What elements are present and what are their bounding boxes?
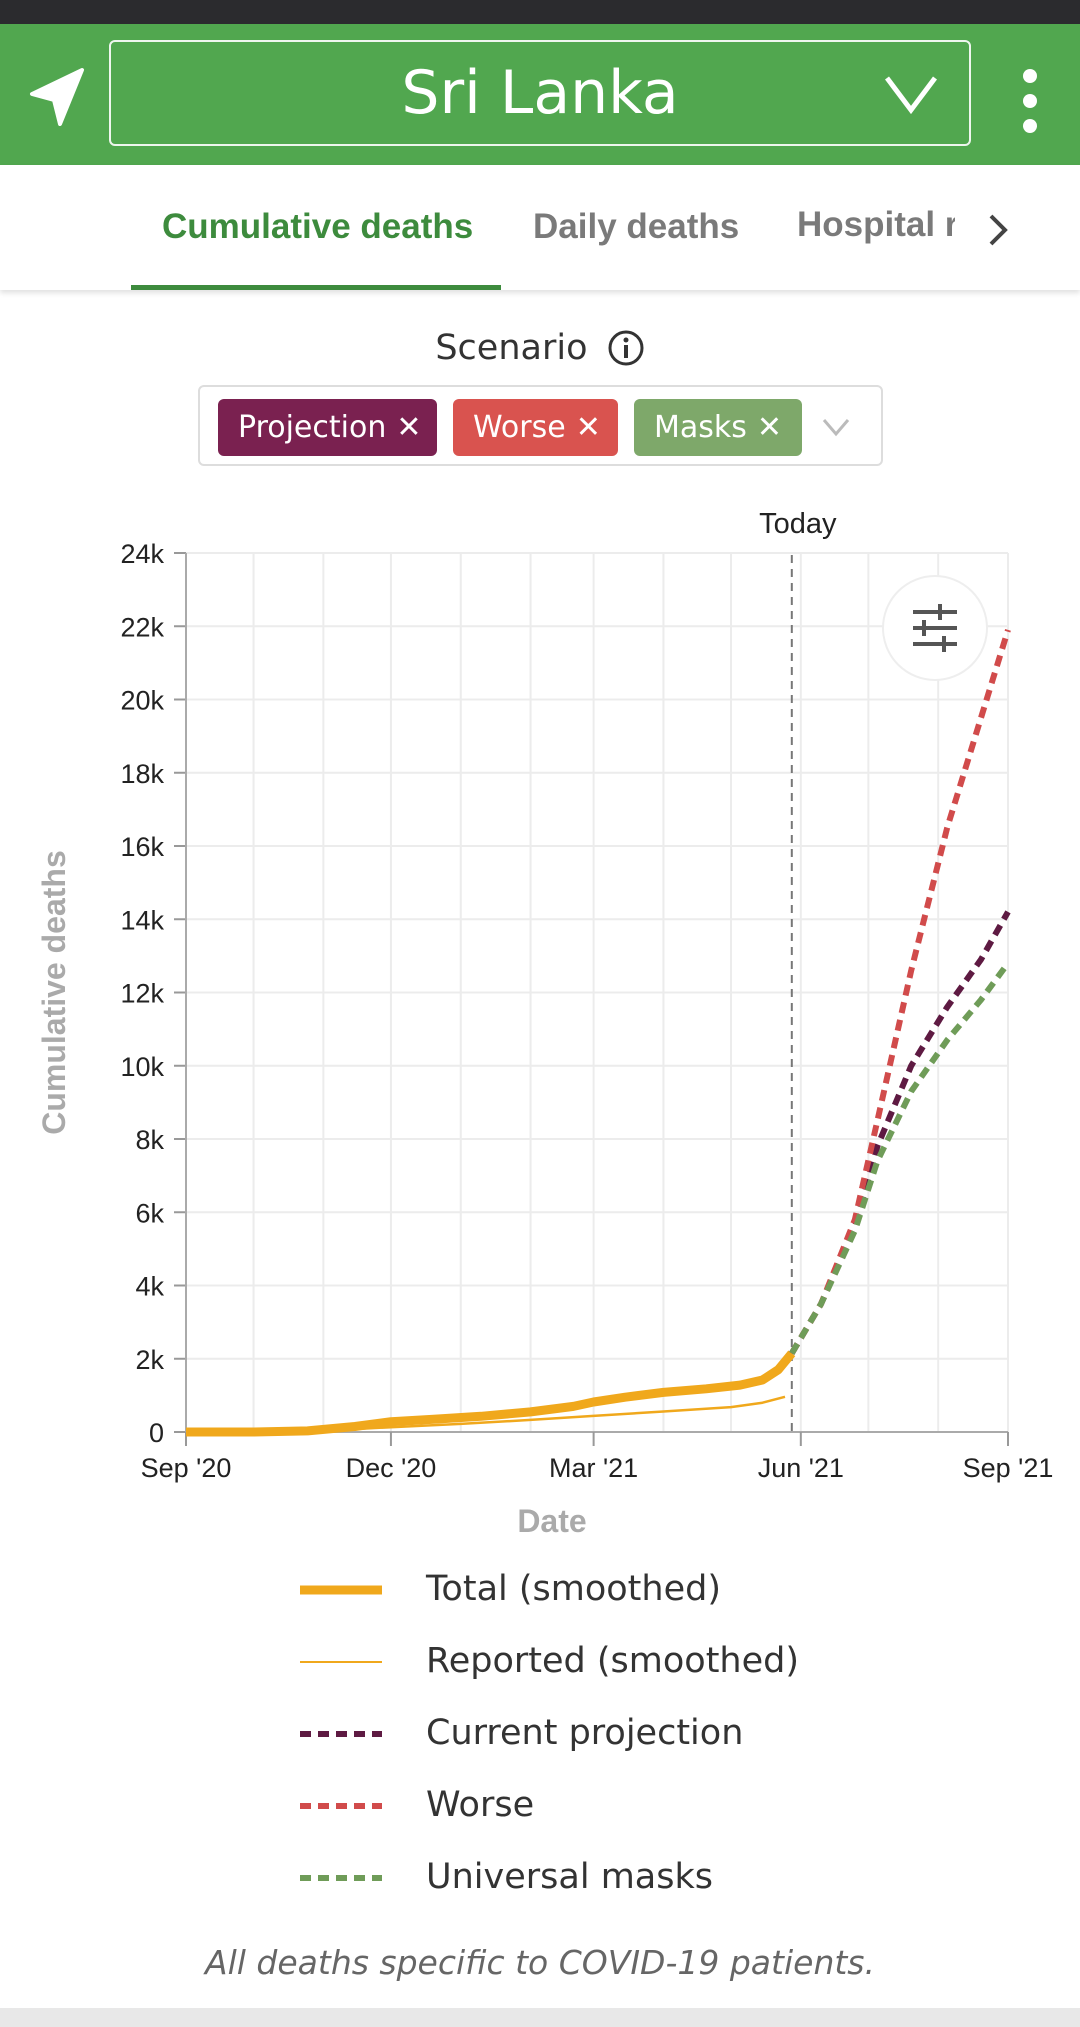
info-icon[interactable] — [607, 329, 645, 367]
chip-label: Projection — [238, 410, 387, 445]
axes — [174, 552, 1009, 1446]
y-tick-label: 4k — [135, 1272, 164, 1302]
x-axis-title: Date — [517, 1503, 586, 1539]
y-tick-label: 6k — [135, 1198, 164, 1228]
legend-swatch — [300, 1585, 382, 1595]
scenario-select[interactable]: Projection ✕ Worse ✕ Masks ✕ — [198, 385, 883, 466]
y-tick-label: 2k — [135, 1345, 164, 1375]
today-label: Today — [759, 508, 837, 540]
scenario-label: Scenario — [435, 328, 588, 368]
legend-swatch — [300, 1803, 382, 1809]
legend-label: Current projection — [426, 1713, 744, 1753]
tab-cumulative-deaths[interactable]: Cumulative deaths — [162, 207, 474, 246]
country-select[interactable]: Sri Lanka — [109, 40, 971, 146]
y-tick-label: 14k — [120, 905, 164, 935]
legend-item-universal-masks: Universal masks — [300, 1853, 1000, 1903]
app-bar: Sri Lanka — [0, 24, 1080, 165]
remove-icon[interactable]: ✕ — [396, 410, 422, 445]
status-bar — [0, 0, 1080, 24]
country-name: Sri Lanka — [401, 58, 679, 128]
chart-settings-button[interactable] — [882, 575, 988, 681]
legend-item-current-projection: Current projection — [300, 1709, 1000, 1759]
chip-masks[interactable]: Masks ✕ — [634, 399, 802, 456]
series-line-current-projection — [789, 910, 1011, 1355]
cumulative-deaths-chart: 0 2k 4k 6k 8k 10k 12k 14k 16k 18k 20k 22k 24k Sep '20… — [36, 508, 1053, 1539]
series-line-total-smoothed — [186, 1350, 796, 1437]
legend-item-total: Total (smoothed) — [300, 1565, 1000, 1615]
tab-hospital[interactable]: Hospital r — [797, 205, 955, 244]
legend-label: Total (smoothed) — [426, 1569, 721, 1609]
y-tick-label: 22k — [120, 612, 164, 642]
y-tick-label: 8k — [135, 1125, 164, 1155]
legend-label: Universal masks — [426, 1857, 713, 1897]
x-tick-label: Dec '20 — [346, 1453, 437, 1483]
y-tick-label: 18k — [120, 759, 164, 789]
sliders-icon — [913, 604, 957, 652]
y-tick-label: 24k — [120, 539, 164, 569]
legend-label: Reported (smoothed) — [426, 1641, 800, 1681]
chip-label: Worse — [473, 410, 566, 445]
remove-icon[interactable]: ✕ — [575, 410, 601, 445]
tab-bar: Cumulative deaths Daily deaths Hospital … — [0, 165, 1080, 290]
legend-item-reported: Reported (smoothed) — [300, 1637, 1000, 1687]
x-tick-label: Jun '21 — [758, 1453, 844, 1483]
scenario-heading: Scenario — [0, 327, 1080, 368]
legend-item-worse: Worse — [300, 1781, 1000, 1831]
legend-label: Worse — [426, 1785, 535, 1825]
active-tab-indicator — [131, 285, 501, 290]
more-vert-icon[interactable] — [1008, 64, 1052, 138]
y-tick-label: 12k — [120, 979, 164, 1009]
footnote: All deaths specific to COVID-19 patients… — [205, 1943, 875, 1982]
x-tick-label: Mar '21 — [549, 1453, 638, 1483]
chip-worse[interactable]: Worse ✕ — [453, 399, 618, 456]
y-tick-label: 20k — [120, 686, 164, 716]
y-tick-label: 10k — [120, 1052, 164, 1082]
y-axis-title: Cumulative deaths — [36, 850, 72, 1135]
chip-label: Masks — [654, 410, 747, 445]
axis-labels: 0 2k 4k 6k 8k 10k 12k 14k 16k 18k 20k 22k 24k Sep '20… — [36, 508, 1053, 1539]
navigation-arrow-icon[interactable] — [22, 62, 92, 132]
bottom-edge — [0, 2008, 1080, 2027]
tab-daily-deaths[interactable]: Daily deaths — [533, 207, 740, 246]
y-tick-label: 0 — [149, 1418, 164, 1448]
legend-swatch — [300, 1875, 382, 1881]
y-tick-label: 16k — [120, 832, 164, 862]
tab-hospital-clip: Hospital r — [790, 205, 955, 255]
chevron-down-icon[interactable] — [820, 412, 852, 442]
remove-icon[interactable]: ✕ — [756, 410, 783, 445]
grid-lines — [185, 552, 1009, 1433]
chevron-down-icon — [885, 76, 937, 115]
legend-swatch — [300, 1661, 382, 1663]
chip-projection[interactable]: Projection ✕ — [218, 399, 437, 456]
legend-swatch — [300, 1731, 382, 1737]
series-line-reported-smoothed — [185, 1395, 786, 1434]
x-tick-label: Sep '21 — [963, 1453, 1054, 1483]
x-tick-label: Sep '20 — [141, 1453, 232, 1483]
series-lines — [185, 629, 1011, 1437]
chevron-right-icon[interactable] — [983, 210, 1013, 250]
